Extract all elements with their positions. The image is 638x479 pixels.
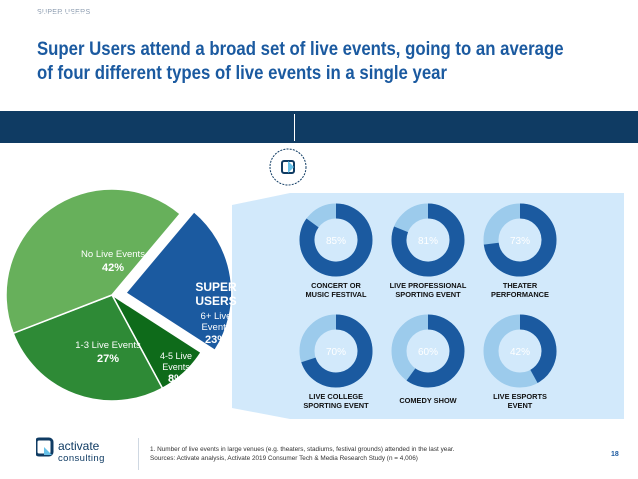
donut-value-arc bbox=[483, 203, 557, 277]
event-count-pie bbox=[5, 188, 233, 402]
donut-category-label: LIVE PROFESSIONAL bbox=[390, 281, 467, 290]
donut-value-label: 42% bbox=[510, 347, 530, 358]
donut-category-label: LIVE COLLEGE bbox=[309, 392, 363, 401]
consumer-insights-badge bbox=[269, 148, 307, 186]
donut-category-label: MUSIC FESTIVAL bbox=[305, 290, 367, 299]
super-users-label-2: USERS bbox=[195, 294, 236, 308]
donut-value-label: 81% bbox=[418, 236, 438, 247]
pie-slice-1-3-events bbox=[12, 294, 164, 402]
super-users-value: 23% bbox=[205, 334, 227, 346]
title-line-1: Super Users attend a broad set of live e… bbox=[37, 38, 564, 60]
one-three-value: 27% bbox=[97, 353, 119, 365]
donut-category-label: PERFORMANCE bbox=[491, 290, 549, 299]
four-five-label: 4-5 Live bbox=[160, 351, 192, 361]
pie-slice-no-events bbox=[5, 188, 182, 335]
donut-value-arc bbox=[299, 203, 373, 277]
donut-value-label: 70% bbox=[326, 347, 346, 358]
donut-value-arc bbox=[406, 314, 465, 388]
no-events-label: No Live Events bbox=[81, 249, 145, 260]
no-events-value: 42% bbox=[102, 262, 124, 274]
footnote-sources: Sources: Activate analysis, Activate 201… bbox=[150, 455, 418, 462]
section-header-band bbox=[0, 111, 638, 143]
donut-category-label: EVENT bbox=[508, 401, 533, 410]
donut-category-label: SPORTING EVENT bbox=[395, 290, 461, 299]
activate-logo: activate consulting bbox=[34, 437, 136, 470]
donut-category-label: COMEDY SHOW bbox=[399, 396, 456, 405]
super-users-sub-2: Events bbox=[201, 322, 230, 333]
logo-word-2: consulting bbox=[58, 453, 105, 464]
donut-value-label: 73% bbox=[510, 236, 530, 247]
four-five-value: 8% bbox=[168, 373, 184, 385]
donut-value-arc bbox=[301, 314, 373, 388]
pie-labels: No Live Events 42% 1-3 Live Events 27% 4… bbox=[75, 249, 237, 385]
donut-category-label: SPORTING EVENT bbox=[303, 401, 369, 410]
donut-value-arc bbox=[519, 314, 557, 383]
donut-comedy-show: 60% COMEDY SHOW bbox=[391, 314, 465, 405]
donut-value-arc bbox=[391, 203, 465, 277]
donut-category-label: THEATER bbox=[503, 281, 538, 290]
super-users-detail-panel bbox=[232, 193, 624, 419]
footnote: 1. Number of live events in large venues… bbox=[150, 445, 454, 463]
chart-area: No Live Events 42% 1-3 Live Events 27% 4… bbox=[5, 148, 624, 419]
donut-category-label: CONCERT OR bbox=[311, 281, 361, 290]
section-eyebrow: SUPER USERS bbox=[37, 9, 91, 16]
header-divider bbox=[294, 114, 295, 141]
donut-value-label: 60% bbox=[418, 347, 438, 358]
title-line-2: of four different types of live events i… bbox=[37, 62, 448, 84]
left-chart-header: LIVE EVENT ATTENDANCE1 IN THE LAST YEAR … bbox=[37, 9, 263, 31]
one-three-label: 1-3 Live Events bbox=[75, 340, 141, 351]
four-five-label-2: Events bbox=[162, 362, 190, 372]
donut-category-label: LIVE ESPORTS bbox=[493, 392, 547, 401]
logo-word-1: activate bbox=[58, 439, 100, 453]
super-users-label: SUPER bbox=[195, 280, 237, 294]
page-title: Super Users attend a broad set of live e… bbox=[37, 37, 564, 85]
super-users-sub: 6+ Live bbox=[201, 311, 232, 322]
footer-divider bbox=[138, 438, 139, 470]
footnote-line-1: 1. Number of live events in large venues… bbox=[150, 446, 455, 453]
donut-value-label: 85% bbox=[326, 236, 346, 247]
right-chart-header: LIVE EVENT ATTENDANCE IN THE LAST YEAR B… bbox=[307, 9, 576, 31]
pie-slice-super-users bbox=[124, 210, 233, 352]
page-number: 18 bbox=[611, 451, 619, 458]
